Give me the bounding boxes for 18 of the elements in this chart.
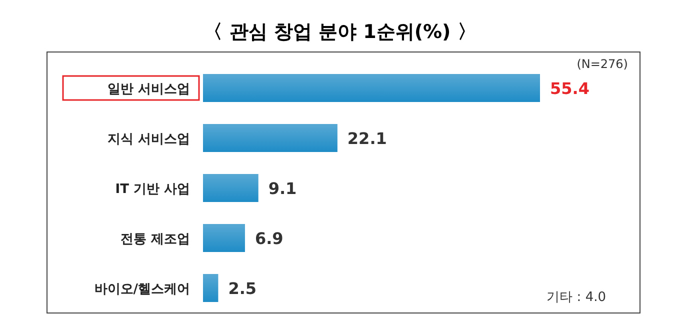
chart-title: 〈 관심 창업 분야 1순위(%) 〉 (204, 21, 476, 43)
bar (203, 174, 258, 202)
data-label: 9.1 (268, 179, 297, 198)
data-label: 55.4 (550, 79, 590, 98)
y-tick-label: 전통 제조업 (120, 232, 190, 247)
data-label: 2.5 (228, 279, 257, 298)
text: 기타 : 4.0 (546, 290, 606, 305)
data-label: 22.1 (347, 129, 387, 148)
bar (203, 124, 338, 152)
bar (203, 74, 540, 102)
y-tick-label: 일반 서비스업 (107, 82, 190, 97)
text: (N=276) (576, 57, 628, 71)
bar (203, 224, 245, 252)
bar (203, 274, 218, 302)
data-label: 6.9 (254, 229, 284, 248)
y-tick-label: IT 기반 사업 (115, 182, 190, 197)
y-tick-label: 지식 서비스업 (107, 132, 190, 147)
y-tick-label: 바이오/헬스케어 (94, 282, 190, 297)
